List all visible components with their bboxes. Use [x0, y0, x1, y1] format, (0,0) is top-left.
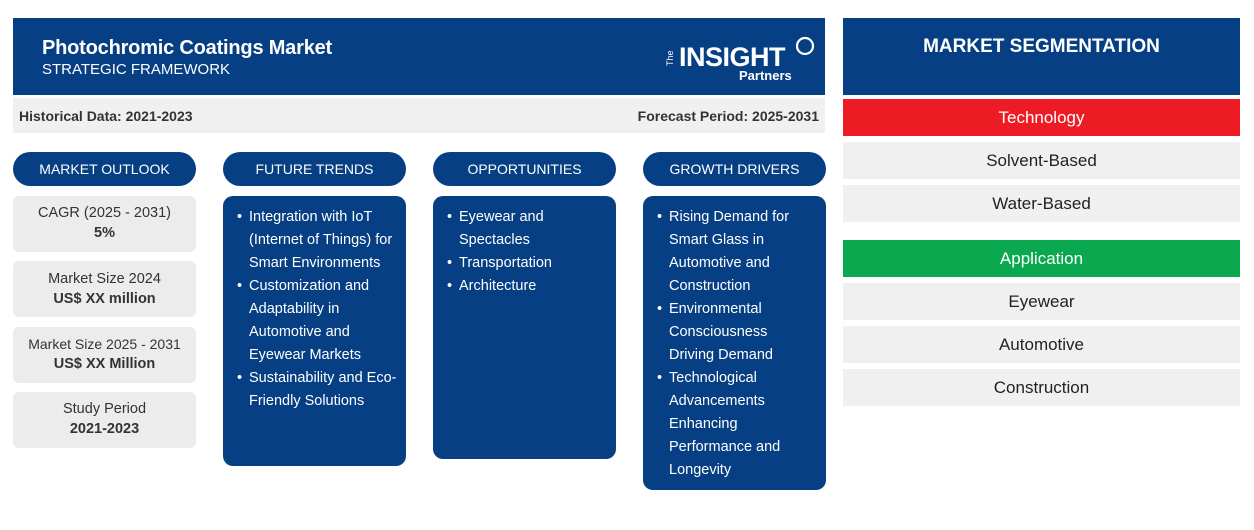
future-trends-card: Integration with IoT (Internet of Things… — [223, 196, 406, 466]
driver-item: Technological Advancements Enhancing Per… — [657, 367, 818, 482]
stat-value: 5% — [94, 225, 115, 241]
segment-category-technology: Technology — [843, 99, 1240, 136]
stat-value: 2021-2023 — [69, 421, 140, 437]
logo-the: The — [665, 50, 675, 66]
logo-insight: INSIGHT — [679, 42, 786, 72]
growth-drivers-card: Rising Demand for Smart Glass in Automot… — [643, 196, 826, 490]
report-header: Photochromic Coatings Market STRATEGIC F… — [13, 18, 825, 95]
segment-category-application: Application — [843, 240, 1240, 277]
opportunity-item: Eyewear and Spectacles — [447, 206, 608, 252]
trend-item: Integration with IoT (Internet of Things… — [237, 206, 398, 275]
stat-market-size-forecast: Market Size 2025 - 2031 US$ XX Million — [13, 327, 196, 383]
stat-label: Market Size 2024 — [48, 271, 161, 287]
stat-label: Market Size 2025 - 2031 — [28, 336, 181, 352]
logo-partners: Partners — [739, 68, 792, 83]
stat-value: US$ XX Million — [53, 356, 156, 372]
growth-drivers-heading: GROWTH DRIVERS — [643, 152, 826, 186]
segmentation-title: MARKET SEGMENTATION — [843, 18, 1240, 95]
stat-study-period: Study Period 2021-2023 — [13, 392, 196, 448]
stat-cagr: CAGR (2025 - 2031) 5% — [13, 196, 196, 252]
forecast-period: Forecast Period: 2025-2031 — [637, 108, 819, 124]
stat-label: CAGR (2025 - 2031) — [38, 205, 171, 221]
report-subtitle: STRATEGIC FRAMEWORK — [42, 61, 231, 78]
opportunities-heading: OPPORTUNITIES — [433, 152, 616, 186]
segment-item: Water-Based — [843, 185, 1240, 222]
segment-item: Solvent-Based — [843, 142, 1240, 179]
driver-item: Rising Demand for Smart Glass in Automot… — [657, 206, 818, 298]
stat-market-size-2024: Market Size 2024 US$ XX million — [13, 261, 196, 317]
opportunities-card: Eyewear and Spectacles Transportation Ar… — [433, 196, 616, 459]
segment-item: Automotive — [843, 326, 1240, 363]
market-outlook-heading: MARKET OUTLOOK — [13, 152, 196, 186]
period-bar: Historical Data: 2021-2023 Forecast Peri… — [13, 98, 825, 133]
trend-item: Sustainability and Eco-Friendly Solution… — [237, 367, 398, 413]
stat-value: US$ XX million — [53, 291, 156, 307]
opportunity-item: Transportation — [447, 252, 608, 275]
segment-item: Construction — [843, 369, 1240, 406]
future-trends-heading: FUTURE TRENDS — [223, 152, 406, 186]
opportunity-item: Architecture — [447, 275, 608, 298]
driver-item: Environmental Consciousness Driving Dema… — [657, 298, 818, 367]
report-title: Photochromic Coatings Market — [42, 37, 332, 59]
trend-item: Customization and Adaptability in Automo… — [237, 275, 398, 367]
historical-data: Historical Data: 2021-2023 — [19, 108, 193, 124]
insight-partners-logo: The INSIGHT Partners — [665, 36, 815, 83]
segment-item: Eyewear — [843, 283, 1240, 320]
stat-label: Study Period — [62, 401, 147, 417]
